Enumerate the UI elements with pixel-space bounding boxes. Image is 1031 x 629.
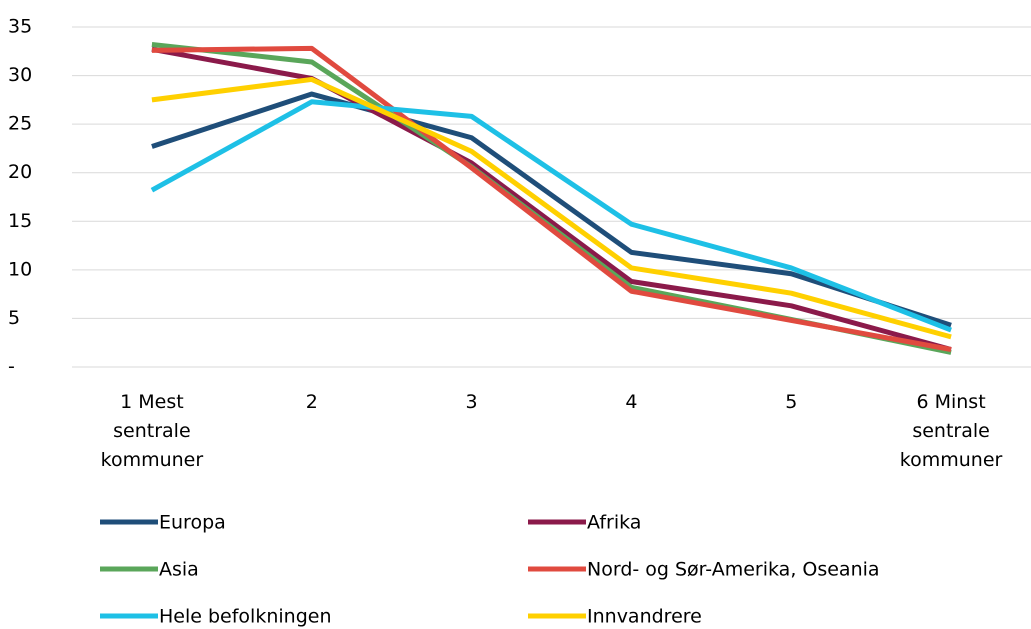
legend-label: Afrika (587, 512, 641, 534)
x-tick-label: 5 (785, 391, 798, 413)
legend-label: Innvandrere (587, 606, 702, 628)
legend-label: Europa (159, 512, 226, 534)
legend-label: Nord- og Sør-Amerika, Oseania (587, 559, 880, 581)
series-line (150, 99, 952, 333)
y-tick-label: 15 (8, 210, 32, 232)
series-line (151, 91, 952, 328)
y-tick-label: 20 (8, 161, 32, 183)
x-tick-label: 3 (465, 391, 478, 413)
y-tick-label: - (8, 356, 15, 378)
x-tick-label: 6 Minst sentrale kommuner (899, 391, 1003, 471)
series-line (151, 76, 952, 340)
y-tick-label: 10 (8, 258, 32, 280)
y-tick-label: 30 (8, 64, 32, 86)
y-tick-label: 25 (8, 113, 32, 135)
x-tick-label: 2 (305, 391, 318, 413)
y-tick-label: 35 (8, 16, 32, 38)
x-tick-label: 1 Mest sentrale kommuner (100, 391, 204, 471)
series-line (151, 45, 952, 352)
x-tick-label: 4 (625, 391, 638, 413)
legend-label: Hele befolkningen (159, 606, 331, 628)
legend-label: Asia (159, 559, 199, 581)
y-tick-label: 5 (8, 307, 20, 329)
series-line (151, 46, 952, 352)
